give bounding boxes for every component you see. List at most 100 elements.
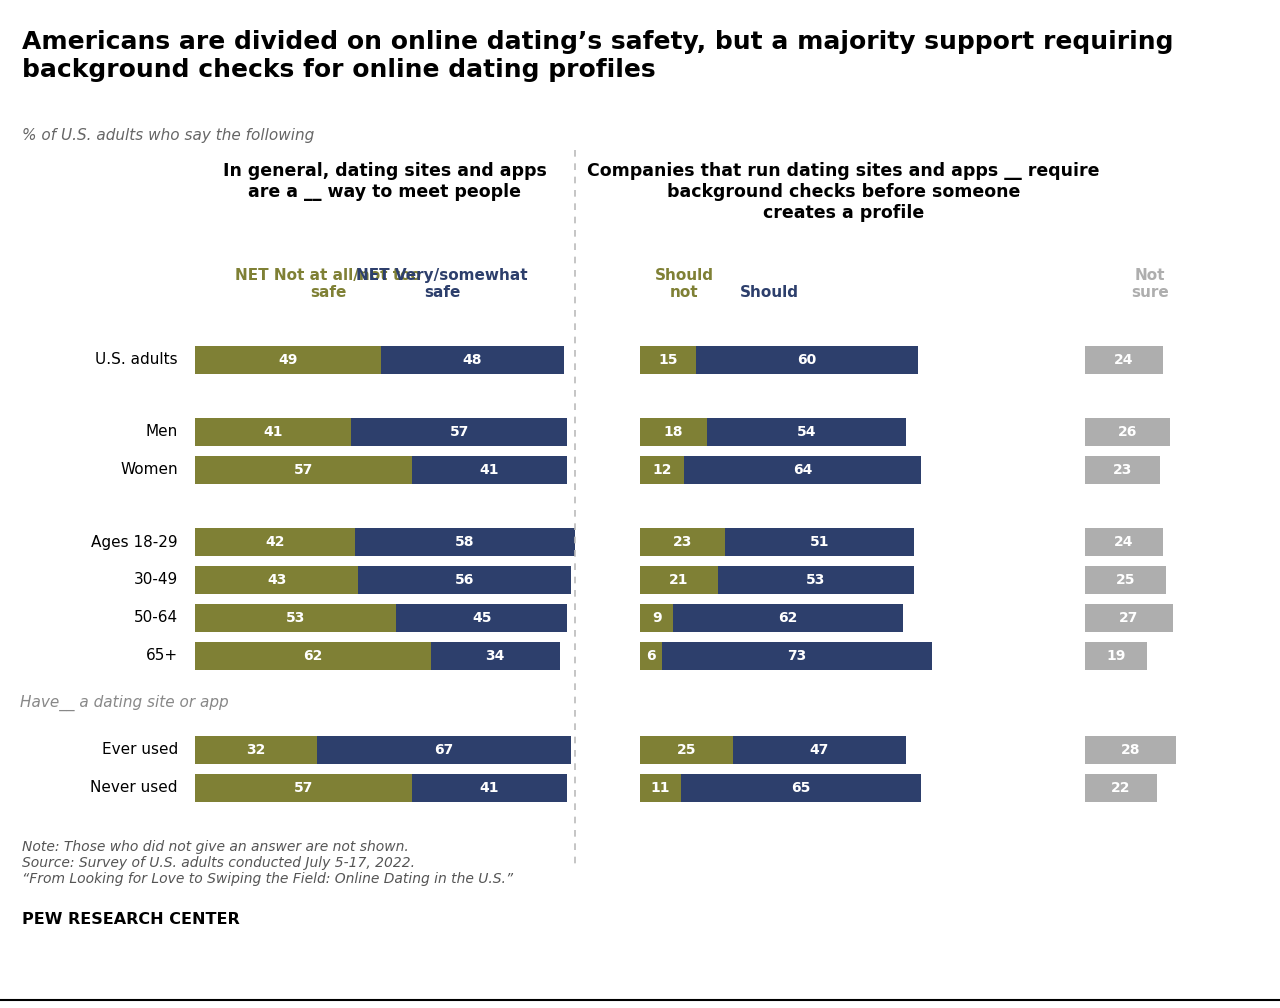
FancyBboxPatch shape [381, 346, 563, 374]
FancyBboxPatch shape [195, 456, 412, 484]
Text: Should
not: Should not [655, 267, 714, 300]
FancyBboxPatch shape [681, 774, 922, 802]
Text: Not
sure: Not sure [1132, 267, 1169, 300]
Text: Should: Should [740, 285, 799, 300]
FancyBboxPatch shape [662, 642, 932, 670]
FancyBboxPatch shape [195, 642, 430, 670]
Text: 50-64: 50-64 [134, 611, 178, 626]
Text: 25: 25 [677, 743, 696, 757]
Text: % of U.S. adults who say the following: % of U.S. adults who say the following [22, 128, 315, 143]
Text: In general, dating sites and apps
are a __ way to meet people: In general, dating sites and apps are a … [223, 162, 547, 201]
FancyBboxPatch shape [430, 642, 559, 670]
Text: 34: 34 [485, 649, 504, 663]
Text: 6: 6 [646, 649, 655, 663]
Text: Men: Men [146, 424, 178, 439]
Text: 15: 15 [658, 353, 677, 367]
Text: 41: 41 [480, 781, 499, 795]
Text: 41: 41 [480, 463, 499, 477]
FancyBboxPatch shape [1085, 418, 1170, 446]
FancyBboxPatch shape [195, 418, 351, 446]
FancyBboxPatch shape [316, 736, 571, 764]
Text: 43: 43 [268, 573, 287, 587]
Text: 23: 23 [1112, 463, 1132, 477]
FancyBboxPatch shape [1085, 566, 1166, 594]
Text: Women: Women [120, 463, 178, 478]
Text: U.S. adults: U.S. adults [96, 353, 178, 368]
FancyBboxPatch shape [397, 604, 567, 632]
FancyBboxPatch shape [707, 418, 906, 446]
FancyBboxPatch shape [1085, 528, 1164, 556]
Text: 24: 24 [1115, 353, 1134, 367]
Text: 64: 64 [794, 463, 813, 477]
Text: 21: 21 [669, 573, 689, 587]
Text: 56: 56 [456, 573, 475, 587]
Text: 54: 54 [796, 425, 817, 439]
Text: 57: 57 [293, 463, 314, 477]
FancyBboxPatch shape [1085, 736, 1176, 764]
Text: 24: 24 [1115, 535, 1134, 549]
Text: Ever used: Ever used [101, 743, 178, 757]
Text: 11: 11 [650, 781, 671, 795]
FancyBboxPatch shape [412, 774, 567, 802]
Text: 30-49: 30-49 [133, 573, 178, 588]
Text: 53: 53 [806, 573, 826, 587]
FancyBboxPatch shape [695, 346, 918, 374]
Text: 26: 26 [1117, 425, 1137, 439]
Text: 57: 57 [293, 781, 314, 795]
FancyBboxPatch shape [685, 456, 922, 484]
Text: 67: 67 [434, 743, 453, 757]
Text: 42: 42 [265, 535, 284, 549]
FancyBboxPatch shape [351, 418, 567, 446]
FancyBboxPatch shape [195, 774, 412, 802]
FancyBboxPatch shape [732, 736, 906, 764]
Text: Have__ a dating site or app: Have__ a dating site or app [20, 695, 229, 711]
FancyBboxPatch shape [358, 566, 571, 594]
Text: 25: 25 [1116, 573, 1135, 587]
Text: 57: 57 [449, 425, 468, 439]
Text: Never used: Never used [91, 780, 178, 795]
FancyBboxPatch shape [412, 456, 567, 484]
Text: 53: 53 [285, 611, 306, 625]
Text: 9: 9 [652, 611, 662, 625]
FancyBboxPatch shape [640, 418, 707, 446]
FancyBboxPatch shape [1085, 346, 1164, 374]
FancyBboxPatch shape [1085, 456, 1160, 484]
FancyBboxPatch shape [1085, 604, 1172, 632]
Text: 32: 32 [246, 743, 265, 757]
Text: 12: 12 [653, 463, 672, 477]
FancyBboxPatch shape [640, 528, 724, 556]
Text: 58: 58 [456, 535, 475, 549]
FancyBboxPatch shape [640, 774, 681, 802]
FancyBboxPatch shape [718, 566, 914, 594]
FancyBboxPatch shape [640, 346, 695, 374]
Text: 62: 62 [778, 611, 797, 625]
FancyBboxPatch shape [640, 642, 662, 670]
FancyBboxPatch shape [195, 566, 358, 594]
Text: Note: Those who did not give an answer are not shown.
Source: Survey of U.S. adu: Note: Those who did not give an answer a… [22, 840, 513, 886]
FancyBboxPatch shape [640, 736, 732, 764]
Text: Americans are divided on online dating’s safety, but a majority support requirin: Americans are divided on online dating’s… [22, 30, 1174, 82]
FancyBboxPatch shape [195, 528, 355, 556]
Text: NET Not at all/not too
safe: NET Not at all/not too safe [236, 267, 421, 300]
Text: 23: 23 [673, 535, 692, 549]
Text: Companies that run dating sites and apps __ require
background checks before som: Companies that run dating sites and apps… [588, 162, 1100, 222]
Text: 65+: 65+ [146, 648, 178, 663]
Text: 19: 19 [1106, 649, 1125, 663]
Text: PEW RESEARCH CENTER: PEW RESEARCH CENTER [22, 912, 239, 927]
Text: 47: 47 [810, 743, 829, 757]
Text: 48: 48 [462, 353, 483, 367]
Text: 73: 73 [787, 649, 806, 663]
FancyBboxPatch shape [355, 528, 575, 556]
Text: 62: 62 [303, 649, 323, 663]
FancyBboxPatch shape [640, 604, 673, 632]
FancyBboxPatch shape [724, 528, 914, 556]
Text: 49: 49 [279, 353, 298, 367]
FancyBboxPatch shape [195, 604, 397, 632]
Text: Ages 18-29: Ages 18-29 [91, 534, 178, 549]
Text: 65: 65 [791, 781, 810, 795]
FancyBboxPatch shape [1085, 774, 1157, 802]
FancyBboxPatch shape [195, 736, 316, 764]
FancyBboxPatch shape [640, 456, 685, 484]
FancyBboxPatch shape [640, 566, 718, 594]
FancyBboxPatch shape [1085, 642, 1147, 670]
